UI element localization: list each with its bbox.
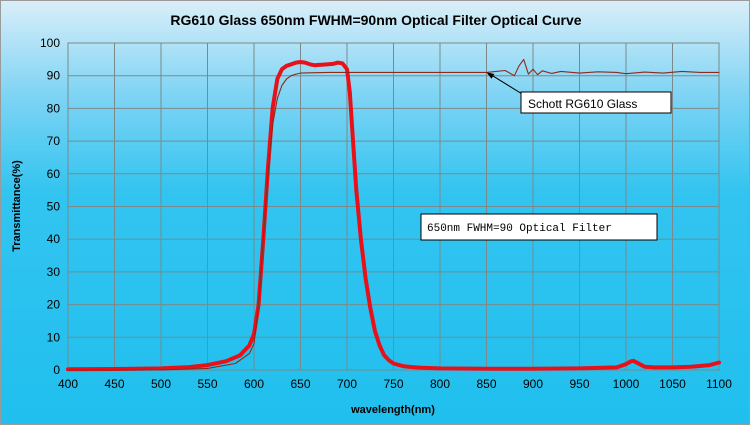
filter-annotation-label: 650nm FWHM=90 Optical Filter [427,223,612,235]
x-tick-labels: 400 450 500 550 600 650 700 750 800 850 900 950 1000… [58,377,732,391]
y-tick-label: 10 [47,330,61,344]
y-tick-label: 40 [47,232,61,246]
y-tick-label: 60 [47,167,61,181]
y-tick-label: 80 [47,101,61,115]
y-tick-label: 30 [47,265,61,279]
y-axis-label: Transmittance(%) [11,160,23,252]
x-tick-label: 700 [337,377,357,391]
y-tick-label: 20 [47,298,61,312]
glass-annotation-box [520,91,672,114]
glass-annotation-label: Schott RG610 Glass [528,97,637,111]
glass-annotation-arrowhead [486,72,495,79]
y-tick-label: 50 [47,200,61,214]
x-tick-label: 500 [151,377,171,391]
x-tick-label: 450 [104,377,124,391]
y-tick-labels: 0 10 20 30 40 50 60 70 80 90 100 [40,36,60,377]
x-axis-label: wavelength(nm) [350,404,435,416]
x-tick-label: 1000 [613,377,640,391]
x-tick-label: 1100 [706,377,732,391]
x-tick-label: 400 [58,377,78,391]
x-tick-label: 1050 [659,377,686,391]
x-tick-label: 550 [197,377,217,391]
y-tick-label: 90 [47,69,61,83]
y-tick-label: 100 [40,36,60,50]
x-tick-label: 800 [430,377,450,391]
x-tick-label: 750 [383,377,403,391]
x-tick-label: 950 [569,377,589,391]
series-layer [66,58,721,372]
x-tick-label: 850 [476,377,496,391]
y-tick-label: 70 [47,134,61,148]
filter-annotation-box [420,213,658,241]
chart-title: RG610 Glass 650nm FWHM=90nm Optical Filt… [170,12,581,28]
x-tick-label: 600 [244,377,264,391]
y-tick-label: 0 [53,363,60,377]
x-tick-label: 650 [290,377,310,391]
x-tick-label: 900 [523,377,543,391]
glass-curve [67,58,720,371]
